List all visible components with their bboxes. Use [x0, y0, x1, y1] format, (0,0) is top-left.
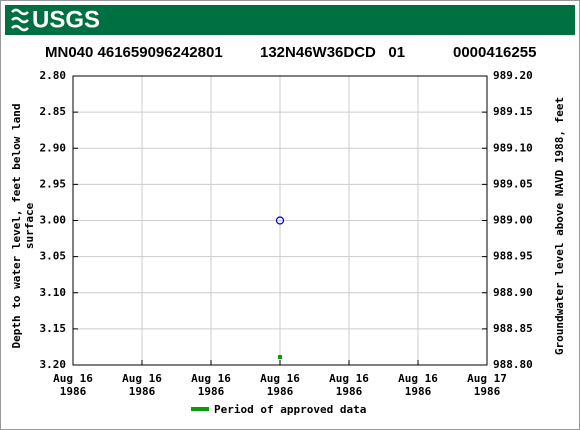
station-number: 0000416255: [453, 44, 536, 61]
x-tick-label: 1986: [60, 385, 87, 398]
header-bar: [5, 5, 575, 35]
x-tick-label: 1986: [405, 385, 432, 398]
y-tick-label: 2.90: [40, 141, 67, 154]
y-tick-label: 3.15: [40, 322, 67, 335]
y2-tick-label: 988.85: [493, 322, 533, 335]
x-tick-label: Aug 17: [467, 372, 507, 385]
x-tick-label: Aug 16: [260, 372, 300, 385]
y-axis-label: Depth to water level, feet below land: [10, 103, 23, 348]
logo: USGS: [32, 6, 100, 33]
site-name: 132N46W36DCD 01: [260, 44, 405, 61]
x-tick-label: Aug 16: [398, 372, 438, 385]
y2-tick-label: 989.00: [493, 214, 533, 227]
y2-tick-label: 988.95: [493, 250, 533, 263]
approved-marker: [278, 355, 282, 359]
y-tick-label: 3.10: [40, 286, 67, 299]
y-tick-label: 2.85: [40, 105, 67, 118]
x-tick-label: Aug 16: [329, 372, 369, 385]
y2-axis-label: Groundwater level above NAVD 1988, feet: [553, 97, 566, 355]
y2-tick-label: 989.10: [493, 141, 533, 154]
y-tick-label: 2.95: [40, 177, 67, 190]
x-tick-label: 1986: [474, 385, 501, 398]
x-tick-label: 1986: [267, 385, 294, 398]
data-point: [275, 216, 285, 225]
logo-waves: [11, 8, 29, 32]
site-id: MN040 461659096242801: [45, 44, 223, 61]
plot-border: [72, 75, 488, 366]
y-tick-label: 3.00: [40, 214, 67, 227]
y2-tick-label: 989.20: [493, 69, 533, 82]
y2-tick-label: 988.80: [493, 358, 533, 371]
x-tick-label: 1986: [198, 385, 225, 398]
x-tick-label: 1986: [129, 385, 156, 398]
x-tick-label: 1986: [336, 385, 363, 398]
y-tick-label: 3.20: [40, 358, 67, 371]
y-axis-label: surface: [23, 202, 36, 249]
y2-tick-label: 988.90: [493, 286, 533, 299]
x-tick-label: Aug 16: [191, 372, 231, 385]
x-tick-label: Aug 16: [122, 372, 162, 385]
x-tick-label: Aug 16: [53, 372, 93, 385]
y-tick-label: 2.80: [40, 69, 67, 82]
y2-tick-label: 989.15: [493, 105, 533, 118]
y2-tick-label: 989.05: [493, 177, 533, 190]
legend-label: Period of approved data: [214, 403, 366, 416]
y-tick-label: 3.05: [40, 250, 67, 263]
